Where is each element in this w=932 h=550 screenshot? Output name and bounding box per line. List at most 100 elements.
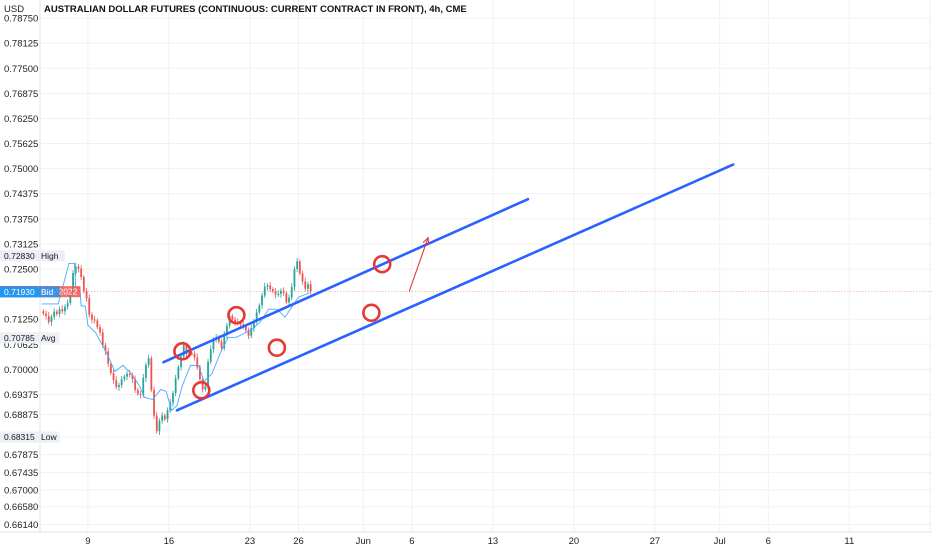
candle-body xyxy=(61,309,64,312)
x-tick-label: 11 xyxy=(844,536,854,547)
price-tag-value-bg xyxy=(0,250,38,262)
candle-body xyxy=(185,345,188,354)
y-tick-label: 0.78125 xyxy=(4,39,38,50)
price-tag-value-bg xyxy=(0,332,38,344)
candle-body xyxy=(80,268,83,278)
candle-body xyxy=(301,273,304,282)
candle-body xyxy=(285,293,288,303)
candle-body xyxy=(136,389,139,394)
candle-body xyxy=(128,373,131,376)
price-axis-bg xyxy=(0,0,40,532)
drawings-layer xyxy=(162,163,735,412)
price-tag-name: Bid xyxy=(41,287,54,297)
candle-body xyxy=(55,311,58,314)
candle-body xyxy=(107,351,110,364)
candle-body xyxy=(255,312,258,322)
candle-body xyxy=(223,334,226,349)
price-tag-name: Low xyxy=(41,432,57,442)
candle-body xyxy=(69,291,72,304)
candle-body xyxy=(250,328,253,336)
projection-arrow-head xyxy=(422,236,430,245)
candle-body xyxy=(296,261,299,270)
x-tick-label: 6 xyxy=(409,536,414,547)
avg-line-layer xyxy=(42,262,310,412)
candle-body xyxy=(82,277,85,292)
candle-body xyxy=(45,313,47,316)
candle-body xyxy=(217,337,220,342)
y-tick-label: 0.68875 xyxy=(4,410,38,421)
candle-body xyxy=(85,291,88,299)
price-tag-name-bg xyxy=(38,250,65,262)
candle-body xyxy=(161,415,164,421)
channel-upper-line xyxy=(162,197,530,364)
touch-marker-circle xyxy=(227,305,246,325)
candle-body xyxy=(271,289,274,292)
candle-body xyxy=(288,297,290,303)
y-tick-label: 0.67000 xyxy=(4,485,38,496)
x-tick-label: 23 xyxy=(245,536,256,547)
candle-body xyxy=(258,305,261,313)
touch-marker-circle xyxy=(267,338,287,358)
y-tick-label: 0.70000 xyxy=(4,365,38,376)
candle-body xyxy=(209,349,212,362)
currency-label: USD xyxy=(4,4,24,15)
candle-body xyxy=(42,311,45,314)
candle-body xyxy=(99,327,101,333)
candle-body xyxy=(269,285,272,290)
candle-body xyxy=(66,303,69,307)
y-tick-label: 0.66140 xyxy=(4,520,38,531)
candle-body xyxy=(91,314,93,320)
x-tick-label: Jun xyxy=(356,536,371,547)
price-tag-name-bg xyxy=(38,286,60,298)
y-tick-label: 0.76250 xyxy=(4,114,38,125)
y-tick-label: 0.75625 xyxy=(4,139,38,150)
x-tick-label: 13 xyxy=(488,536,499,547)
y-tick-label: 0.73750 xyxy=(4,214,38,225)
price-tag-value: 0.70785 xyxy=(4,333,35,343)
price-tag-name: High xyxy=(41,251,59,261)
candle-body xyxy=(139,393,142,396)
candle-body xyxy=(77,266,80,269)
chart-title: AUSTRALIAN DOLLAR FUTURES (CONTINUOUS: C… xyxy=(44,4,467,15)
touch-marker-circle xyxy=(192,380,211,400)
candle-body xyxy=(196,357,199,368)
y-tick-label: 0.67875 xyxy=(4,450,38,461)
candle-body xyxy=(239,322,242,325)
candle-body xyxy=(126,373,128,377)
price-tag-name-bg xyxy=(38,332,60,344)
average-line xyxy=(42,262,310,412)
projection-arrow xyxy=(408,237,429,292)
candle-body xyxy=(293,269,296,288)
candle-body xyxy=(199,367,201,380)
channel-lower-line xyxy=(175,163,735,412)
price-tag-name: Avg xyxy=(41,333,56,343)
candle-body xyxy=(180,356,182,367)
candle-body xyxy=(177,366,180,379)
candle-body xyxy=(193,353,196,358)
candle-body xyxy=(253,321,255,329)
candle-body xyxy=(280,290,282,294)
candle-body xyxy=(58,309,61,314)
candle-body xyxy=(115,380,118,388)
y-tick-label: 0.73125 xyxy=(4,239,38,250)
candle-body xyxy=(182,345,185,357)
price-tag-value: 0.68315 xyxy=(4,432,35,442)
candle-body xyxy=(118,385,120,388)
touch-marker-circle xyxy=(362,303,381,323)
candle-body xyxy=(207,361,209,387)
candle-body xyxy=(72,273,74,292)
candle-body xyxy=(147,358,150,365)
candle-body xyxy=(158,420,161,432)
x-tick-label: 16 xyxy=(164,536,175,547)
candle-body xyxy=(74,266,77,274)
candle-body xyxy=(277,293,280,295)
x-tick-label: 27 xyxy=(650,536,661,547)
y-tick-label: 0.76875 xyxy=(4,89,38,100)
candle-body xyxy=(274,291,277,295)
candle-body xyxy=(101,332,104,346)
x-tick-label: 20 xyxy=(569,536,580,547)
candle-body xyxy=(220,341,223,349)
candle-body xyxy=(261,295,263,306)
